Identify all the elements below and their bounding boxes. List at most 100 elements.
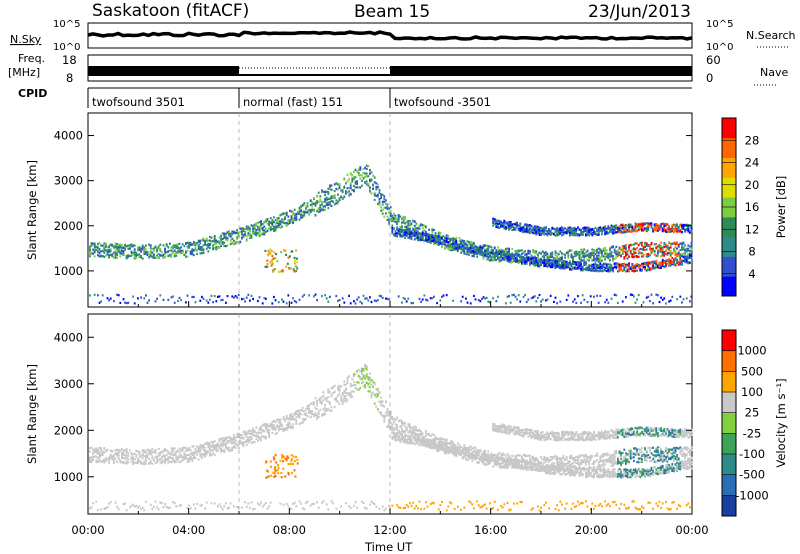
- echo-cell: [461, 243, 464, 246]
- echo-cell: [605, 249, 608, 252]
- nsky-trace: [87, 30, 693, 41]
- echo-cell: [348, 190, 350, 193]
- echo-cell: [236, 229, 238, 232]
- echo-cell: [556, 265, 558, 268]
- echo-cell: [90, 446, 93, 449]
- echo-cell: [277, 225, 280, 228]
- echo-cell: [375, 182, 378, 185]
- echo-cell: [127, 454, 130, 457]
- echo-cell: [591, 259, 594, 262]
- echo-cell: [111, 243, 114, 246]
- echo-cell: [569, 266, 571, 270]
- echo-cell: [626, 268, 629, 271]
- echo-cell: [657, 226, 659, 230]
- echo-cell: [485, 244, 488, 247]
- echo-cell: [495, 221, 498, 224]
- echo-cell: [554, 252, 557, 255]
- echo-cell: [90, 251, 93, 254]
- patch-cell: [286, 262, 289, 265]
- echo-cell: [607, 269, 610, 272]
- echo-cell: [378, 198, 381, 201]
- echo-cell: [437, 242, 440, 245]
- ground-scatter-cell: [122, 298, 125, 301]
- echo-cell: [681, 227, 683, 230]
- echo-cell: [287, 219, 290, 222]
- patch-cell: [287, 256, 290, 259]
- nave-label: Nave: [760, 66, 788, 79]
- echo-cell: [673, 241, 675, 244]
- echo-cell: [209, 243, 211, 247]
- echo-cell: [209, 444, 211, 447]
- echo-cell: [514, 250, 517, 253]
- ground-scatter-cell: [549, 294, 552, 297]
- ground-scatter-cell: [661, 298, 664, 301]
- ground-scatter-cell: [650, 293, 653, 296]
- echo-cell: [191, 453, 194, 457]
- echo-cell: [149, 449, 152, 452]
- echo-cell: [401, 230, 403, 233]
- echo-cell: [681, 248, 683, 251]
- ground-scatter-cell: [527, 298, 530, 301]
- echo-cell: [551, 266, 554, 269]
- echo-cell: [394, 216, 397, 219]
- ground-scatter-cell: [188, 504, 190, 507]
- echo-cell: [148, 253, 150, 256]
- echo-cell: [593, 255, 595, 258]
- echo-cell: [612, 228, 614, 231]
- echo-cell: [562, 230, 565, 233]
- echo-cell: [524, 261, 526, 264]
- echo-cell: [597, 254, 600, 257]
- ground-scatter-cell: [137, 297, 139, 300]
- echo-cell: [591, 249, 594, 252]
- ground-scatter-cell: [124, 301, 126, 304]
- echo-cell: [644, 244, 646, 247]
- echo-cell: [330, 204, 333, 208]
- ground-scatter-cell: [533, 295, 536, 298]
- echo-cell: [661, 258, 664, 261]
- ground-scatter-cell: [249, 299, 251, 302]
- echo-cell: [105, 249, 107, 252]
- echo-cell: [439, 239, 442, 242]
- echo-cell: [234, 242, 237, 245]
- echo-cell: [303, 202, 306, 205]
- echo-cell: [628, 228, 630, 231]
- echo-cell: [116, 460, 118, 463]
- echo-cell: [154, 256, 157, 259]
- echo-cell: [409, 232, 411, 236]
- echo-cell: [509, 227, 512, 230]
- echo-cell: [165, 449, 168, 452]
- ground-scatter-cell: [220, 299, 222, 302]
- echo-cell: [303, 203, 306, 206]
- echo-cell: [652, 230, 654, 233]
- echo-cell: [289, 220, 291, 223]
- echo-cell: [639, 224, 642, 228]
- echo-cell: [673, 242, 675, 246]
- echo-cell: [476, 255, 478, 258]
- echo-cell: [210, 454, 213, 457]
- ground-scatter-cell: [217, 505, 219, 508]
- echo-cell: [508, 253, 510, 256]
- ground-scatter-cell: [489, 301, 491, 304]
- echo-cell: [239, 240, 242, 243]
- echo-cell: [572, 263, 574, 266]
- echo-cell: [129, 254, 131, 258]
- echo-cell: [434, 241, 437, 244]
- echo-cell: [567, 254, 570, 257]
- echo-cell: [98, 454, 101, 457]
- echo-cell: [457, 243, 459, 246]
- echo-cell: [559, 250, 562, 253]
- ground-scatter-cell: [212, 301, 214, 304]
- echo-cell: [597, 260, 600, 263]
- echo-cell: [625, 227, 627, 230]
- echo-cell: [628, 245, 630, 248]
- echo-cell: [402, 233, 405, 236]
- echo-cell: [577, 234, 579, 237]
- echo-cell: [218, 438, 221, 441]
- ground-scatter-cell: [461, 295, 464, 298]
- echo-cell: [620, 264, 622, 268]
- echo-cell: [626, 250, 629, 253]
- echo-cell: [589, 264, 592, 267]
- echo-cell: [369, 186, 371, 189]
- echo-cell: [245, 239, 248, 242]
- echo-cell: [170, 246, 173, 249]
